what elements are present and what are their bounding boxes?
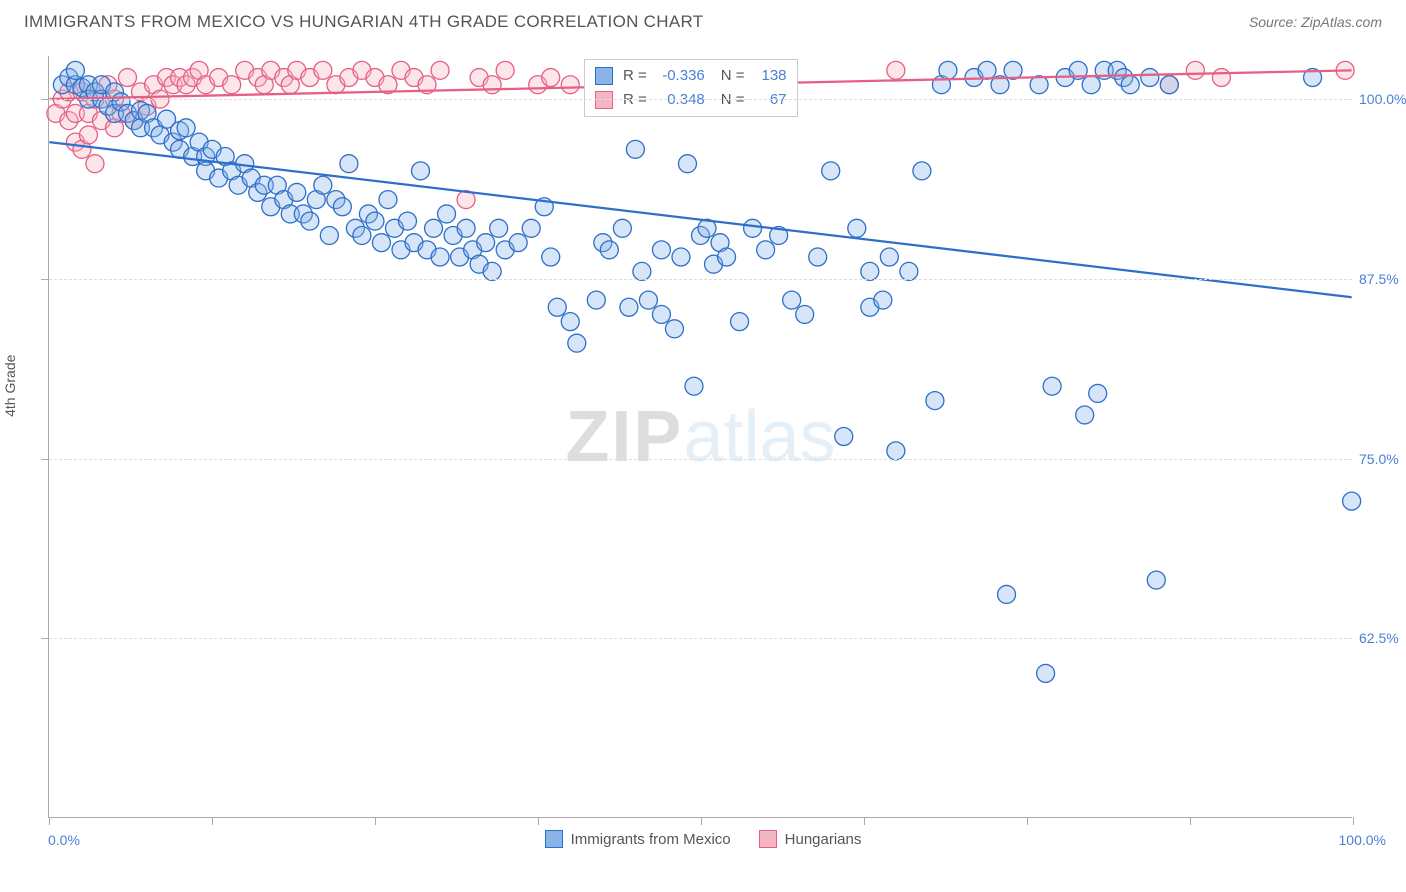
n-label: N = <box>721 64 745 88</box>
y-tick-label: 87.5% <box>1359 271 1399 287</box>
legend-item-series2: Hungarians <box>759 830 862 848</box>
s1-r-value: -0.336 <box>653 64 705 88</box>
legend-item-series1: Immigrants from Mexico <box>545 830 731 848</box>
stat-row-series1: R = -0.336 N = 138 <box>595 64 787 88</box>
statistics-box: R = -0.336 N = 138 R = 0.348 N = 67 <box>584 59 798 117</box>
y-axis-label: 4th Grade <box>2 355 18 417</box>
chart-plot-area: ZIPatlas R = -0.336 N = 138 R = 0.348 N … <box>48 56 1352 818</box>
source-label: Source: ZipAtlas.com <box>1249 14 1382 30</box>
page-title: IMMIGRANTS FROM MEXICO VS HUNGARIAN 4TH … <box>24 12 703 32</box>
legend-square-blue <box>595 67 613 85</box>
r-label: R = <box>623 64 647 88</box>
scatter-svg <box>49 56 1352 817</box>
legend-label-s1: Immigrants from Mexico <box>571 831 731 848</box>
y-tick-label: 75.0% <box>1359 451 1399 467</box>
legend-square-pink <box>759 830 777 848</box>
s1-n-value: 138 <box>751 64 787 88</box>
legend-square-blue <box>545 830 563 848</box>
y-tick-label: 62.5% <box>1359 630 1399 646</box>
legend-bottom: Immigrants from Mexico Hungarians <box>0 830 1406 848</box>
legend-label-s2: Hungarians <box>785 831 862 848</box>
y-tick-label: 100.0% <box>1359 91 1406 107</box>
